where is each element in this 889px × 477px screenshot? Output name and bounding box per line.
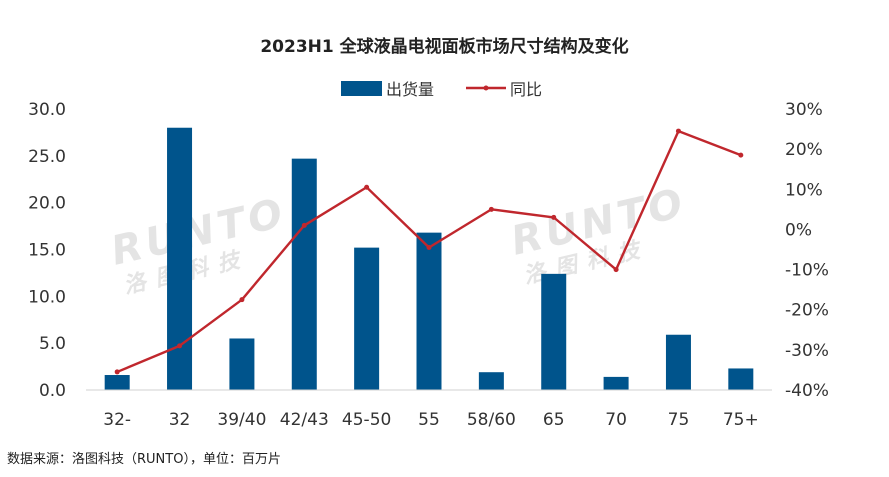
y-right-tick-label: -20% bbox=[785, 301, 829, 321]
legend-bar-swatch bbox=[341, 81, 382, 96]
y-right-tick-label: 20% bbox=[785, 140, 823, 160]
x-tick-label: 75 bbox=[668, 410, 690, 430]
yoy-point-32- bbox=[114, 369, 120, 375]
y-right-tick-label: -30% bbox=[785, 341, 829, 361]
x-tick-label: 42/43 bbox=[280, 410, 329, 430]
bar-45-50 bbox=[354, 247, 380, 390]
y-right-tick-label: -10% bbox=[785, 261, 829, 281]
yoy-point-39/40 bbox=[239, 297, 245, 303]
bar-39/40 bbox=[229, 338, 255, 390]
left-axis: 0.0 5.0 10.0 15.0 20.0 25.0 30.0 bbox=[28, 100, 66, 401]
bar-series bbox=[104, 127, 754, 390]
x-tick-label: 32- bbox=[103, 410, 131, 430]
yoy-point-65 bbox=[551, 214, 557, 220]
yoy-point-75 bbox=[675, 128, 681, 134]
bar-70 bbox=[603, 376, 629, 390]
x-tick-label: 45-50 bbox=[342, 410, 391, 430]
bar-42/43 bbox=[291, 158, 317, 390]
yoy-point-32 bbox=[177, 343, 183, 349]
y-left-tick-label: 5.0 bbox=[39, 334, 66, 354]
bar-75+ bbox=[728, 368, 754, 390]
bar-75 bbox=[665, 334, 691, 390]
y-left-tick-label: 10.0 bbox=[28, 287, 66, 307]
x-tick-label: 39/40 bbox=[217, 410, 266, 430]
x-axis: 32- 32 39/40 42/43 45-50 55 58/60 65 70 75 75+ bbox=[103, 410, 758, 430]
yoy-point-58/60 bbox=[488, 206, 494, 212]
y-left-tick-label: 15.0 bbox=[28, 241, 66, 261]
chart-title: 2023H1 全球液晶电视面板市场尺寸结构及变化 bbox=[260, 37, 629, 57]
yoy-point-45-50 bbox=[364, 184, 370, 190]
y-right-tick-label: -40% bbox=[785, 381, 829, 401]
y-right-tick-label: 0% bbox=[785, 220, 812, 240]
y-left-tick-label: 25.0 bbox=[28, 147, 66, 167]
x-tick-label: 75+ bbox=[723, 410, 759, 430]
yoy-point-55 bbox=[426, 244, 432, 250]
bar-65 bbox=[541, 273, 567, 390]
y-right-tick-label: 30% bbox=[785, 100, 823, 120]
legend-line-label: 同比 bbox=[510, 80, 542, 99]
yoy-point-42/43 bbox=[301, 222, 307, 228]
bar-58/60 bbox=[478, 372, 504, 390]
line-series bbox=[114, 128, 744, 375]
y-right-tick-label: 10% bbox=[785, 180, 823, 200]
yoy-point-75+ bbox=[738, 152, 744, 158]
y-left-tick-label: 0.0 bbox=[39, 381, 66, 401]
right-axis: -40% -30% -20% -10% 0% 10% 20% 30% bbox=[785, 100, 829, 401]
x-tick-label: 65 bbox=[543, 410, 565, 430]
bar-55 bbox=[416, 232, 442, 390]
x-tick-label: 70 bbox=[605, 410, 627, 430]
legend-line-marker bbox=[483, 85, 489, 91]
x-tick-label: 58/60 bbox=[467, 410, 516, 430]
y-left-tick-label: 30.0 bbox=[28, 100, 66, 120]
x-tick-label: 55 bbox=[418, 410, 440, 430]
source-note: 数据来源：洛图科技（RUNTO），单位：百万片 bbox=[7, 452, 281, 467]
yoy-point-70 bbox=[613, 267, 619, 273]
legend: 出货量 同比 bbox=[341, 80, 542, 99]
legend-bar-label: 出货量 bbox=[386, 80, 434, 99]
y-left-tick-label: 20.0 bbox=[28, 194, 66, 214]
bar-32- bbox=[104, 375, 130, 390]
x-tick-label: 32 bbox=[169, 410, 191, 430]
